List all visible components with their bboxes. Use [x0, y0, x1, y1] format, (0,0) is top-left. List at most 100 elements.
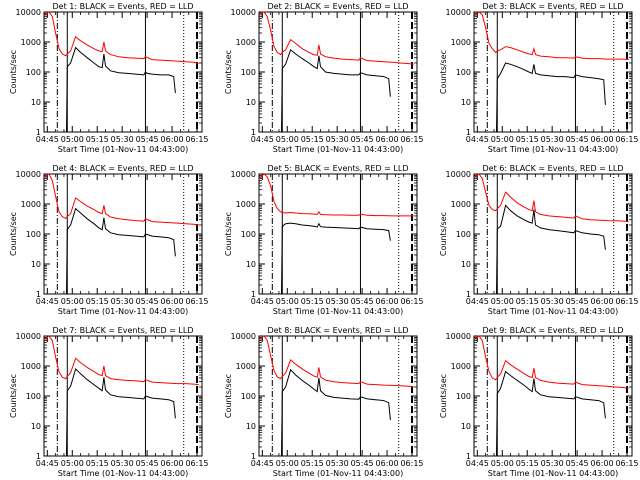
panel-title: Det 4: BLACK = Events, RED = LLD [53, 164, 194, 173]
series-events-line [281, 222, 391, 295]
x-tick-label: 05:30 [111, 459, 134, 468]
y-tick-label: 1 [251, 290, 256, 299]
x-tick-label: 05:00 [61, 459, 84, 468]
y-tick-label: 100 [456, 392, 471, 401]
series-events-line [281, 368, 391, 457]
y-tick-label: 10000 [231, 8, 256, 17]
x-tick-label: 06:00 [161, 135, 184, 144]
x-tick-label: 06:00 [376, 459, 399, 468]
y-tick-label: 1000 [236, 38, 256, 47]
y-tick-label: 1 [466, 290, 471, 299]
x-tick-label: 05:30 [326, 459, 349, 468]
x-axis-label: Start Time (01-Nov-11 04:43:00) [273, 145, 403, 154]
x-axis-label: Start Time (01-Nov-11 04:43:00) [273, 469, 403, 478]
panel-det-1: Det 1: BLACK = Events, RED = LLD 1 10 100 10… [9, 2, 209, 154]
x-tick-label: 06:15 [185, 135, 208, 144]
x-tick-label: 04:45 [36, 297, 59, 306]
y-axis-label: Counts/sec [439, 212, 448, 256]
x-tick-label: 05:00 [61, 135, 84, 144]
series-events-line [496, 370, 606, 457]
x-axis-label: Start Time (01-Nov-11 04:43:00) [488, 307, 618, 316]
y-tick-label: 10 [461, 98, 471, 107]
x-tick-label: 05:15 [516, 135, 539, 144]
panel-title: Det 2: BLACK = Events, RED = LLD [268, 2, 409, 11]
x-tick-label: 05:00 [491, 297, 514, 306]
y-tick-label: 100 [456, 230, 471, 239]
x-tick-label: 06:00 [376, 135, 399, 144]
x-tick-label: 05:45 [136, 459, 159, 468]
x-tick-label: 05:45 [566, 135, 589, 144]
panel-title: Det 6: BLACK = Events, RED = LLD [483, 164, 624, 173]
x-axis-label: Start Time (01-Nov-11 04:43:00) [58, 307, 188, 316]
x-tick-label: 05:15 [301, 459, 324, 468]
y-tick-label: 100 [241, 392, 256, 401]
series-lld-line [473, 11, 629, 61]
y-axis-label: Counts/sec [9, 374, 18, 418]
y-tick-label: 1000 [236, 200, 256, 209]
panel-det-3: Det 3: BLACK = Events, RED = LLD 1 10 100 10… [439, 2, 639, 154]
series-events-line [496, 204, 606, 295]
y-tick-label: 1 [466, 128, 471, 137]
x-axis-label: Start Time (01-Nov-11 04:43:00) [273, 307, 403, 316]
x-tick-label: 04:45 [251, 297, 274, 306]
y-tick-label: 100 [26, 68, 41, 77]
x-tick-label: 06:00 [161, 459, 184, 468]
x-tick-label: 04:45 [466, 459, 489, 468]
y-tick-label: 10000 [16, 332, 41, 341]
x-tick-label: 05:00 [276, 135, 299, 144]
panel-title: Det 1: BLACK = Events, RED = LLD [53, 2, 194, 11]
x-tick-label: 05:00 [276, 459, 299, 468]
y-tick-label: 10000 [16, 170, 41, 179]
x-tick-label: 06:00 [161, 297, 184, 306]
y-tick-label: 1 [466, 452, 471, 461]
x-tick-label: 05:30 [541, 297, 564, 306]
series-lld-line [473, 173, 629, 223]
x-tick-label: 05:45 [566, 459, 589, 468]
panel-det-8: Det 8: BLACK = Events, RED = LLD 1 10 100 10… [224, 326, 424, 478]
y-axis-label: Counts/sec [9, 212, 18, 256]
y-tick-label: 100 [241, 230, 256, 239]
y-tick-label: 1000 [21, 362, 41, 371]
x-tick-label: 06:15 [615, 135, 638, 144]
series-events-line [66, 367, 176, 457]
x-tick-label: 05:45 [566, 297, 589, 306]
panel-title: Det 7: BLACK = Events, RED = LLD [53, 326, 194, 335]
x-tick-label: 06:00 [376, 297, 399, 306]
y-axis-label: Counts/sec [224, 374, 233, 418]
series-events-line [66, 46, 176, 133]
y-axis-label: Counts/sec [439, 374, 448, 418]
series-lld-line [43, 11, 199, 65]
x-tick-label: 06:00 [591, 135, 614, 144]
y-tick-label: 100 [241, 68, 256, 77]
y-tick-label: 100 [26, 392, 41, 401]
y-tick-label: 1000 [236, 362, 256, 371]
x-tick-label: 05:30 [326, 297, 349, 306]
series-lld-line [473, 335, 629, 389]
y-tick-label: 1 [36, 290, 41, 299]
x-tick-label: 06:00 [591, 459, 614, 468]
x-tick-label: 05:15 [86, 459, 109, 468]
x-tick-label: 05:30 [111, 297, 134, 306]
y-tick-label: 10 [461, 260, 471, 269]
y-tick-label: 1000 [451, 200, 471, 209]
x-tick-label: 05:45 [136, 135, 159, 144]
x-tick-label: 05:00 [61, 297, 84, 306]
x-axis-label: Start Time (01-Nov-11 04:43:00) [58, 469, 188, 478]
y-tick-label: 1 [251, 452, 256, 461]
y-tick-label: 1 [36, 452, 41, 461]
panel-det-7: Det 7: BLACK = Events, RED = LLD 1 10 100 10… [9, 326, 209, 478]
y-tick-label: 10000 [16, 8, 41, 17]
x-tick-label: 06:15 [185, 459, 208, 468]
x-tick-label: 05:30 [541, 459, 564, 468]
x-axis-label: Start Time (01-Nov-11 04:43:00) [488, 145, 618, 154]
x-tick-label: 04:45 [36, 135, 59, 144]
x-tick-label: 05:15 [516, 297, 539, 306]
panel-det-4: Det 4: BLACK = Events, RED = LLD 1 10 100 10… [9, 164, 209, 316]
y-tick-label: 10000 [446, 332, 471, 341]
y-tick-label: 1 [251, 128, 256, 137]
x-tick-label: 05:00 [491, 135, 514, 144]
y-tick-label: 10 [31, 98, 41, 107]
x-tick-label: 05:45 [351, 297, 374, 306]
y-axis-label: Counts/sec [9, 50, 18, 94]
